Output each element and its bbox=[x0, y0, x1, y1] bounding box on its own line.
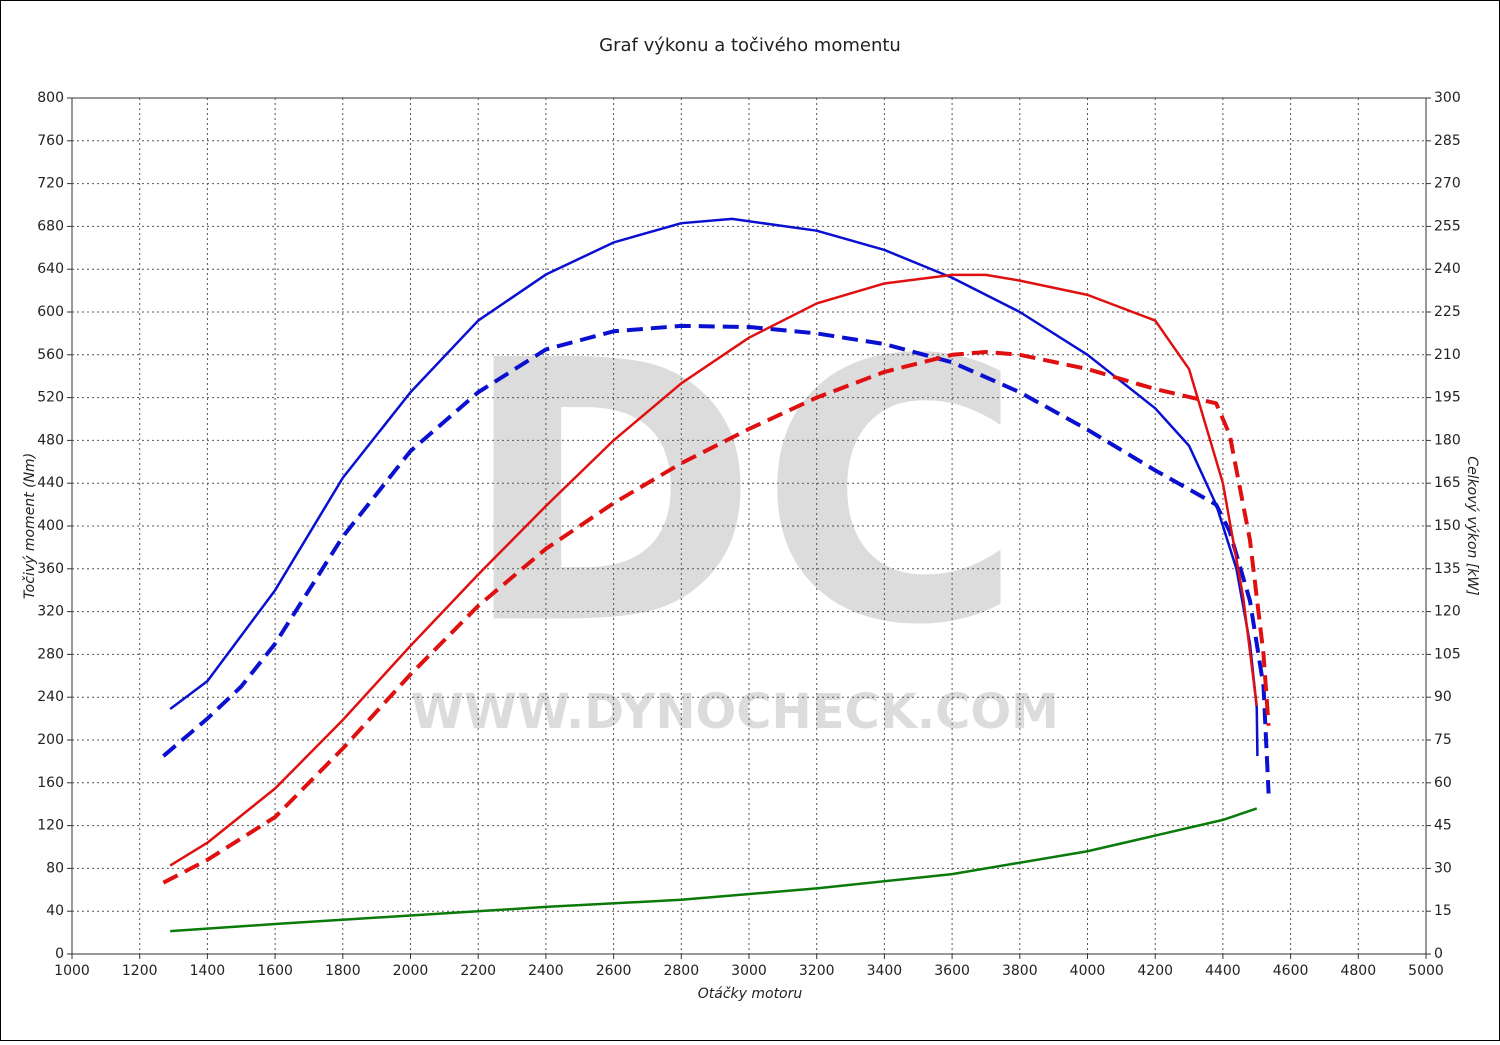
y2-tick-label: 30 bbox=[1434, 860, 1452, 876]
y-tick-label: 360 bbox=[37, 561, 64, 577]
y2-tick-label: 0 bbox=[1434, 946, 1443, 962]
y-tick-label: 240 bbox=[37, 689, 64, 705]
y2-tick-label: 150 bbox=[1434, 518, 1461, 534]
y2-tick-label: 300 bbox=[1434, 90, 1461, 106]
y2-tick-label: 75 bbox=[1434, 732, 1452, 748]
y-tick-label: 160 bbox=[37, 775, 64, 791]
y-tick-label: 320 bbox=[37, 604, 64, 620]
y-tick-label: 800 bbox=[37, 90, 64, 106]
x-tick-label: 4800 bbox=[1340, 963, 1376, 979]
y2-tick-label: 60 bbox=[1434, 775, 1452, 791]
y-tick-label: 200 bbox=[37, 732, 64, 748]
y2-tick-label: 270 bbox=[1434, 176, 1461, 192]
plot-area bbox=[71, 97, 1427, 955]
x-tick-label: 3600 bbox=[934, 963, 970, 979]
y2-tick-label: 285 bbox=[1434, 133, 1461, 149]
chart-title: Graf výkonu a točivého momentu bbox=[599, 35, 901, 56]
y2-tick-label: 90 bbox=[1434, 689, 1452, 705]
series-line bbox=[162, 323, 1271, 794]
y-tick-label: 40 bbox=[46, 903, 64, 919]
x-tick-label: 1600 bbox=[257, 963, 293, 979]
y2-tick-label: 255 bbox=[1434, 218, 1461, 234]
y-tick-label: 720 bbox=[37, 176, 64, 192]
y-tick-label: 120 bbox=[37, 818, 64, 834]
x-tick-label: 1200 bbox=[122, 963, 158, 979]
x-tick-label: 1000 bbox=[54, 963, 90, 979]
y-tick-label: 280 bbox=[37, 646, 64, 662]
y2-tick-label: 225 bbox=[1434, 304, 1461, 320]
y-tick-label: 80 bbox=[46, 860, 64, 876]
x-axis-label: Otáčky motoru bbox=[698, 986, 803, 1002]
x-tick-label: 3000 bbox=[731, 963, 767, 979]
y2-tick-label: 105 bbox=[1434, 646, 1461, 662]
y2-tick-label: 120 bbox=[1434, 604, 1461, 620]
y-tick-label: 560 bbox=[37, 347, 64, 363]
watermark-url: WWW.DYNOCHECK.COM bbox=[411, 684, 1059, 740]
y2-tick-label: 15 bbox=[1434, 903, 1452, 919]
watermark-logo: DC bbox=[460, 284, 1023, 703]
x-tick-label: 2000 bbox=[393, 963, 429, 979]
y2-tick-label: 135 bbox=[1434, 561, 1461, 577]
x-tick-label: 5000 bbox=[1408, 963, 1444, 979]
y2-tick-label: 195 bbox=[1434, 390, 1461, 406]
y2-axis-label: Celkový výkon [kW] bbox=[1464, 456, 1480, 595]
y2-tick-label: 45 bbox=[1434, 818, 1452, 834]
x-tick-label: 4600 bbox=[1273, 963, 1309, 979]
x-tick-label: 2200 bbox=[460, 963, 496, 979]
x-tick-label: 3200 bbox=[799, 963, 835, 979]
x-tick-label: 2800 bbox=[663, 963, 699, 979]
series-line bbox=[169, 273, 1258, 867]
x-tick-label: 4000 bbox=[1070, 963, 1106, 979]
x-tick-label: 1400 bbox=[190, 963, 226, 979]
x-tick-label: 3800 bbox=[1002, 963, 1038, 979]
y-tick-label: 680 bbox=[37, 218, 64, 234]
y-tick-label: 400 bbox=[37, 518, 64, 534]
y2-tick-label: 210 bbox=[1434, 347, 1461, 363]
y-tick-label: 480 bbox=[37, 432, 64, 448]
x-tick-label: 2600 bbox=[596, 963, 632, 979]
x-tick-label: 4400 bbox=[1205, 963, 1241, 979]
series-line bbox=[169, 217, 1259, 757]
y-tick-label: 640 bbox=[37, 261, 64, 277]
series-line bbox=[162, 349, 1271, 885]
y-tick-label: 0 bbox=[55, 946, 64, 962]
y2-tick-label: 240 bbox=[1434, 261, 1461, 277]
y-tick-label: 600 bbox=[37, 304, 64, 320]
x-tick-label: 2400 bbox=[528, 963, 564, 979]
y2-tick-label: 165 bbox=[1434, 475, 1461, 491]
y-tick-label: 760 bbox=[37, 133, 64, 149]
y2-tick-label: 180 bbox=[1434, 432, 1461, 448]
y-tick-label: 520 bbox=[37, 390, 64, 406]
y-axis-label: Točivý moment (Nm) bbox=[22, 453, 38, 599]
x-tick-label: 1800 bbox=[325, 963, 361, 979]
series-line bbox=[170, 807, 1258, 933]
y-tick-label: 440 bbox=[37, 475, 64, 491]
x-tick-label: 4200 bbox=[1137, 963, 1173, 979]
x-tick-label: 3400 bbox=[867, 963, 903, 979]
